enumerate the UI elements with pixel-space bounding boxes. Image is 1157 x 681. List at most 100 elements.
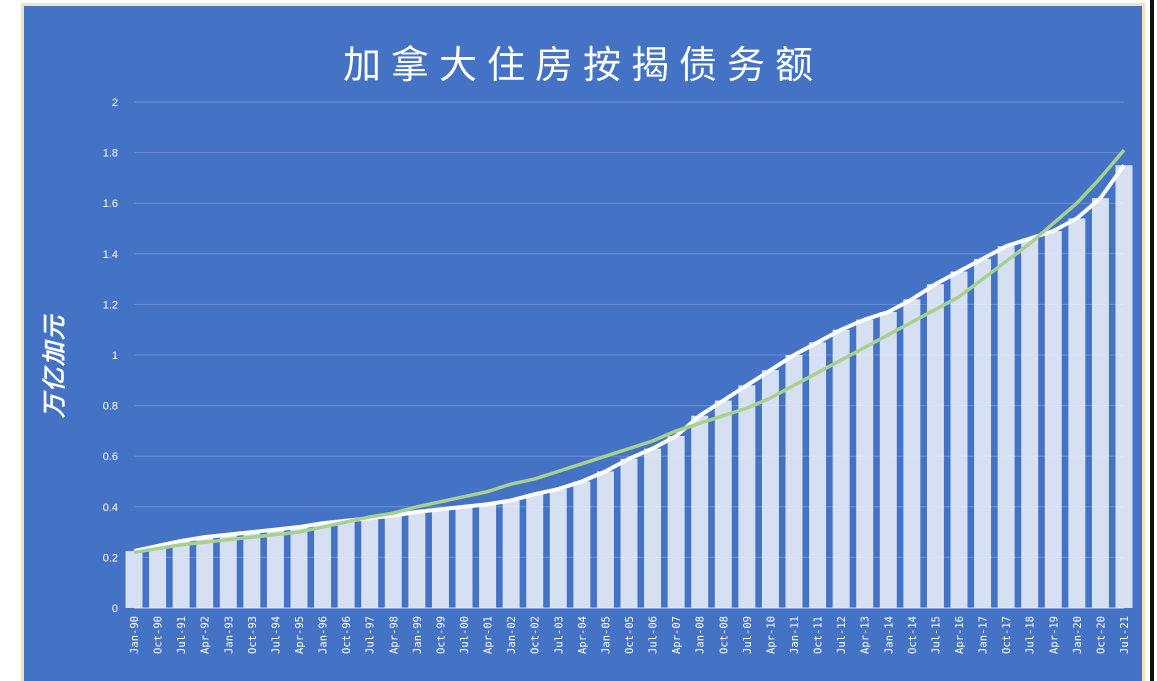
x-tick-label: Oct-99 bbox=[435, 616, 447, 654]
bar bbox=[384, 515, 402, 608]
bar bbox=[832, 329, 850, 608]
x-tick-label: Oct-93 bbox=[247, 616, 259, 654]
y-tick-label: 0.6 bbox=[103, 451, 118, 463]
y-tick-label: 0.2 bbox=[103, 552, 118, 564]
x-tick-label: Jul-06 bbox=[648, 616, 660, 654]
bar bbox=[644, 448, 662, 608]
x-tick-label: Oct-20 bbox=[1095, 616, 1107, 654]
x-tick-label: Jul-21 bbox=[1119, 616, 1131, 654]
x-tick-label: Jul-97 bbox=[365, 616, 377, 654]
bar bbox=[549, 489, 567, 608]
chart-title: 加拿大住房按揭债务额 bbox=[342, 43, 823, 87]
x-tick-label: Jul-94 bbox=[270, 616, 282, 654]
x-tick-label: Apr-13 bbox=[860, 616, 872, 654]
bar bbox=[761, 370, 779, 608]
bar bbox=[172, 540, 190, 608]
x-tick-label: Apr-04 bbox=[577, 616, 589, 654]
bar bbox=[455, 506, 473, 608]
bar bbox=[219, 534, 237, 608]
bar bbox=[1115, 165, 1133, 608]
x-tick-label: Apr-01 bbox=[483, 616, 495, 654]
bar bbox=[337, 520, 355, 608]
trend-line bbox=[133, 148, 1126, 555]
y-tick-label: 1.2 bbox=[103, 299, 118, 311]
y-tick-label: 0.8 bbox=[103, 401, 118, 413]
bar bbox=[149, 546, 167, 608]
x-tick-label: Oct-90 bbox=[153, 616, 165, 654]
y-tick-label: 1 bbox=[112, 350, 118, 362]
bar bbox=[1044, 231, 1062, 608]
x-tick-label: Jul-15 bbox=[930, 616, 942, 654]
bar bbox=[361, 518, 379, 608]
bar bbox=[714, 400, 732, 608]
x-tick-label: Apr-98 bbox=[388, 616, 400, 654]
x-tick-label: Jan-99 bbox=[412, 616, 424, 654]
x-tick-label: Jan-14 bbox=[883, 616, 895, 654]
y-tick-label: 1.6 bbox=[103, 198, 118, 210]
x-tick-label: Jan-90 bbox=[129, 616, 141, 654]
bar bbox=[1091, 198, 1109, 608]
x-tick-label: Apr-10 bbox=[765, 616, 777, 654]
chart-plot: 0 0.2 0.4 0.6 0.8 1 1.2 1.4 1.6 1.8 2 Jan-90 Oct-90… bbox=[103, 97, 1133, 654]
x-tick-label: Jul-12 bbox=[836, 616, 848, 654]
x-tick-label: Jan-05 bbox=[600, 616, 612, 654]
bar bbox=[526, 494, 544, 608]
bar bbox=[125, 551, 143, 608]
x-tick-label: Jan-20 bbox=[1072, 616, 1084, 654]
bar bbox=[196, 537, 214, 608]
bar bbox=[266, 529, 284, 608]
bar bbox=[950, 271, 968, 608]
bar bbox=[431, 509, 449, 608]
x-tick-label: Apr-07 bbox=[671, 616, 683, 654]
bar bbox=[974, 258, 992, 608]
y-tick-label: 2 bbox=[112, 97, 118, 109]
bar bbox=[596, 471, 614, 608]
bar bbox=[243, 532, 261, 608]
bar bbox=[926, 284, 944, 608]
x-tick-label: Jan-02 bbox=[506, 616, 518, 654]
x-tick-label: Jul-18 bbox=[1025, 616, 1037, 654]
x-tick-label: Jul-03 bbox=[553, 616, 565, 654]
x-tick-label: Jan-11 bbox=[789, 616, 801, 654]
x-tick-label: Oct-17 bbox=[1001, 616, 1013, 654]
y-tick-label: 0 bbox=[112, 603, 118, 615]
x-tick-label: Jul-09 bbox=[742, 616, 754, 654]
x-tick-label: Oct-96 bbox=[341, 616, 353, 654]
bar bbox=[903, 299, 921, 608]
window-edge bbox=[1150, 0, 1154, 681]
bar bbox=[809, 342, 827, 608]
x-tick-label: Apr-95 bbox=[294, 616, 306, 654]
bar bbox=[879, 311, 897, 608]
bar bbox=[691, 415, 709, 608]
bar bbox=[667, 435, 685, 608]
x-tick-label: Apr-92 bbox=[200, 616, 212, 654]
bar bbox=[1068, 218, 1086, 608]
bar bbox=[856, 319, 874, 608]
x-tick-label: Apr-19 bbox=[1048, 616, 1060, 654]
bar bbox=[997, 246, 1015, 608]
bar bbox=[502, 500, 520, 608]
bar bbox=[314, 523, 332, 608]
bar bbox=[479, 504, 497, 608]
bar bbox=[290, 527, 308, 608]
x-tick-label: Jul-00 bbox=[459, 616, 471, 654]
x-tick-label: Apr-16 bbox=[954, 616, 966, 654]
x-tick-label: Oct-14 bbox=[907, 616, 919, 654]
bar bbox=[408, 511, 426, 608]
bar bbox=[573, 481, 591, 608]
x-tick-label: Jan-08 bbox=[695, 616, 707, 654]
bar bbox=[738, 385, 756, 608]
bar-top-outline bbox=[133, 164, 1126, 554]
x-tick-label: Oct-08 bbox=[718, 616, 730, 654]
y-tick-label: 1.4 bbox=[103, 249, 118, 261]
y-tick-label: 0.4 bbox=[103, 502, 118, 514]
x-tick-label: Jan-96 bbox=[318, 616, 330, 654]
x-tick-label: Oct-02 bbox=[530, 616, 542, 654]
x-tick-label: Oct-11 bbox=[813, 616, 825, 654]
bar bbox=[620, 458, 638, 608]
y-tick-label: 1.8 bbox=[103, 148, 118, 160]
bar bbox=[785, 355, 803, 608]
x-tick-label: Jul-91 bbox=[176, 616, 188, 654]
x-tick-label: Jan-93 bbox=[223, 616, 235, 654]
x-tick-label: Jan-17 bbox=[978, 616, 990, 654]
